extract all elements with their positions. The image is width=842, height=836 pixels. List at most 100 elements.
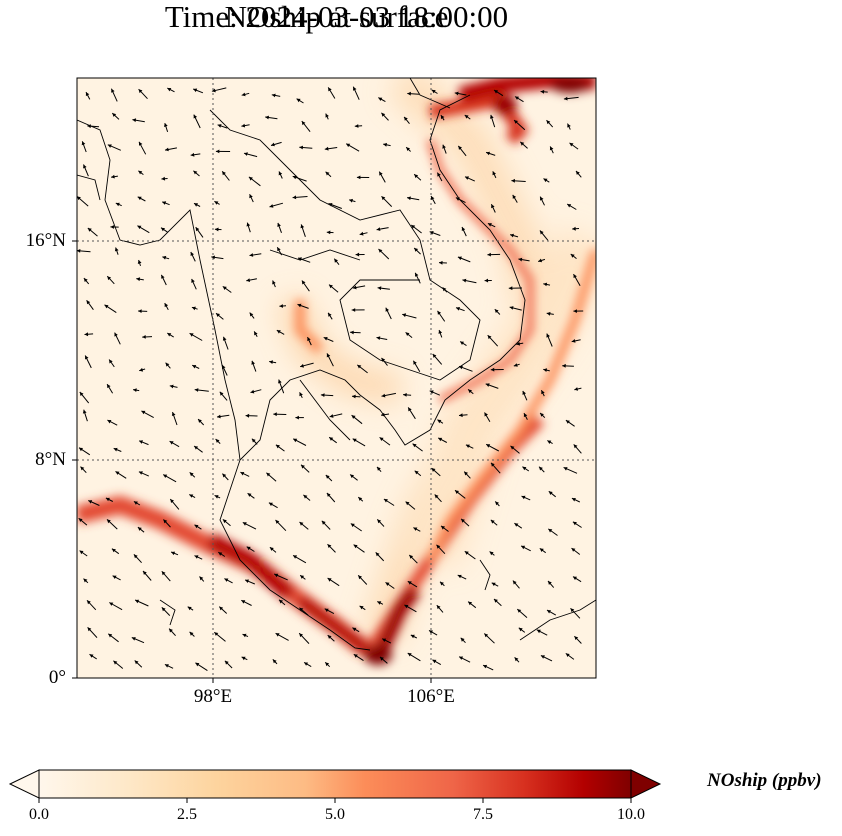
- wind-arrow-head: [107, 384, 111, 389]
- wind-arrow-head: [350, 330, 354, 335]
- wind-arrow-head: [245, 413, 250, 418]
- wind-arrow-head: [328, 312, 332, 317]
- wind-arrow-head: [572, 521, 577, 526]
- wind-arrow-head: [381, 393, 386, 398]
- wind-arrow-head: [325, 475, 330, 479]
- wind-arrow-head: [377, 466, 381, 471]
- wind-arrow-head: [132, 118, 137, 123]
- wind-arrow-head: [379, 171, 383, 176]
- wind-arrow-head: [353, 544, 358, 549]
- wind-arrow-head: [517, 609, 522, 613]
- wind-arrow-head: [246, 222, 251, 227]
- wind-arrow-head: [105, 497, 110, 502]
- wind-arrow-head: [326, 230, 331, 235]
- wind-arrow-head: [114, 247, 119, 252]
- wind-arrow-head: [407, 196, 411, 201]
- wind-arrow-head: [352, 394, 356, 399]
- wind-arrow-head: [461, 518, 465, 523]
- wind-arrow-head: [222, 365, 226, 369]
- wind-arrow-head: [540, 655, 545, 659]
- wind-arrow-head: [487, 252, 491, 257]
- wind-arrow-head: [303, 494, 308, 499]
- wind-arrow-head: [324, 146, 329, 151]
- wind-arrow-head: [327, 544, 332, 548]
- colorbar-tick-0: 0.0: [29, 806, 49, 823]
- lon-label-98e: 98°E: [193, 686, 233, 707]
- wind-arrow-head: [490, 367, 495, 372]
- wind-arrow-head: [487, 335, 492, 340]
- wind-arrow-head: [169, 441, 174, 445]
- wind-arrow-head: [107, 420, 112, 424]
- wind-arrow-head: [247, 493, 252, 497]
- wind-arrow-head: [214, 632, 219, 636]
- wind-arrow-head: [161, 607, 166, 612]
- colorbar-tick-2-5: 2.5: [177, 806, 197, 823]
- wind-arrow-head: [459, 365, 463, 370]
- wind-arrow-head: [277, 247, 281, 252]
- wind-arrow-head: [251, 360, 255, 365]
- wind-arrow-head: [297, 303, 302, 308]
- coastlines: [77, 78, 596, 651]
- wind-arrow-head: [191, 306, 196, 311]
- wind-arrow-head: [571, 339, 576, 343]
- wind-arrow-head: [431, 89, 436, 94]
- wind-arrow-head: [380, 656, 384, 661]
- wind-arrow-head: [275, 444, 280, 449]
- wind-arrow-head: [546, 120, 551, 125]
- wind-vector-field: [77, 86, 584, 672]
- wind-arrow-head: [521, 495, 526, 500]
- wind-arrow-head: [523, 413, 528, 418]
- lat-label-0: 0°: [48, 667, 66, 688]
- wind-arrow-head: [549, 146, 554, 151]
- wind-arrow-head: [516, 341, 521, 346]
- wind-arrow-head: [548, 491, 553, 495]
- wind-arrow-head: [83, 164, 87, 169]
- wind-arrow-head: [195, 227, 200, 232]
- wind-arrow-head: [190, 152, 195, 157]
- wind-arrow-head: [570, 608, 575, 613]
- wind-arrow-head: [278, 171, 283, 176]
- wind-arrow-head: [133, 554, 138, 559]
- wind-arrow-head: [442, 287, 447, 292]
- wind-arrow-head: [385, 582, 390, 586]
- wind-arrow-head: [513, 363, 518, 367]
- wind-arrow-head: [457, 574, 462, 579]
- wind-arrow-head: [321, 520, 326, 525]
- wind-arrow-head: [383, 142, 387, 147]
- wind-arrow-head: [277, 222, 281, 227]
- wind-arrow-head: [414, 248, 419, 252]
- wind-arrow-head: [404, 116, 408, 121]
- wind-arrow-head: [563, 467, 568, 471]
- wind-arrow-head: [541, 390, 545, 395]
- wind-arrow-head: [329, 284, 333, 289]
- wind-arrow-head: [329, 437, 334, 441]
- wind-arrow-head: [377, 286, 382, 291]
- wind-arrow-head: [193, 170, 198, 175]
- wind-arrow-head: [211, 255, 215, 260]
- wind-arrow-head: [189, 494, 194, 498]
- wind-arrow-head: [548, 528, 553, 533]
- wind-arrow-head: [269, 360, 273, 364]
- wind-arrow-head: [266, 472, 271, 477]
- wind-arrow-head: [518, 257, 523, 262]
- wind-arrow-head: [193, 114, 198, 119]
- wind-arrow-head: [491, 582, 496, 587]
- wind-arrow-head: [379, 437, 384, 441]
- wind-arrow-head: [86, 300, 91, 305]
- wind-arrow-head: [111, 88, 115, 93]
- wind-arrow-head: [112, 113, 117, 117]
- wind-arrow-head: [219, 606, 224, 611]
- wind-arrow-head: [456, 307, 460, 311]
- wind-arrow-head: [385, 307, 389, 312]
- wind-arrow-head: [299, 633, 303, 638]
- wind-arrow-head: [324, 608, 329, 613]
- wind-arrow-head: [307, 337, 311, 342]
- wind-arrow-head: [462, 278, 467, 283]
- wind-arrow-head: [573, 576, 577, 581]
- wind-arrow-head: [269, 204, 274, 208]
- wind-arrow-head: [241, 92, 246, 97]
- wind-arrow-head: [359, 605, 364, 610]
- wind-arrow-head: [438, 330, 443, 334]
- wind-arrow-head: [429, 630, 433, 634]
- wind-arrow-head: [109, 602, 114, 606]
